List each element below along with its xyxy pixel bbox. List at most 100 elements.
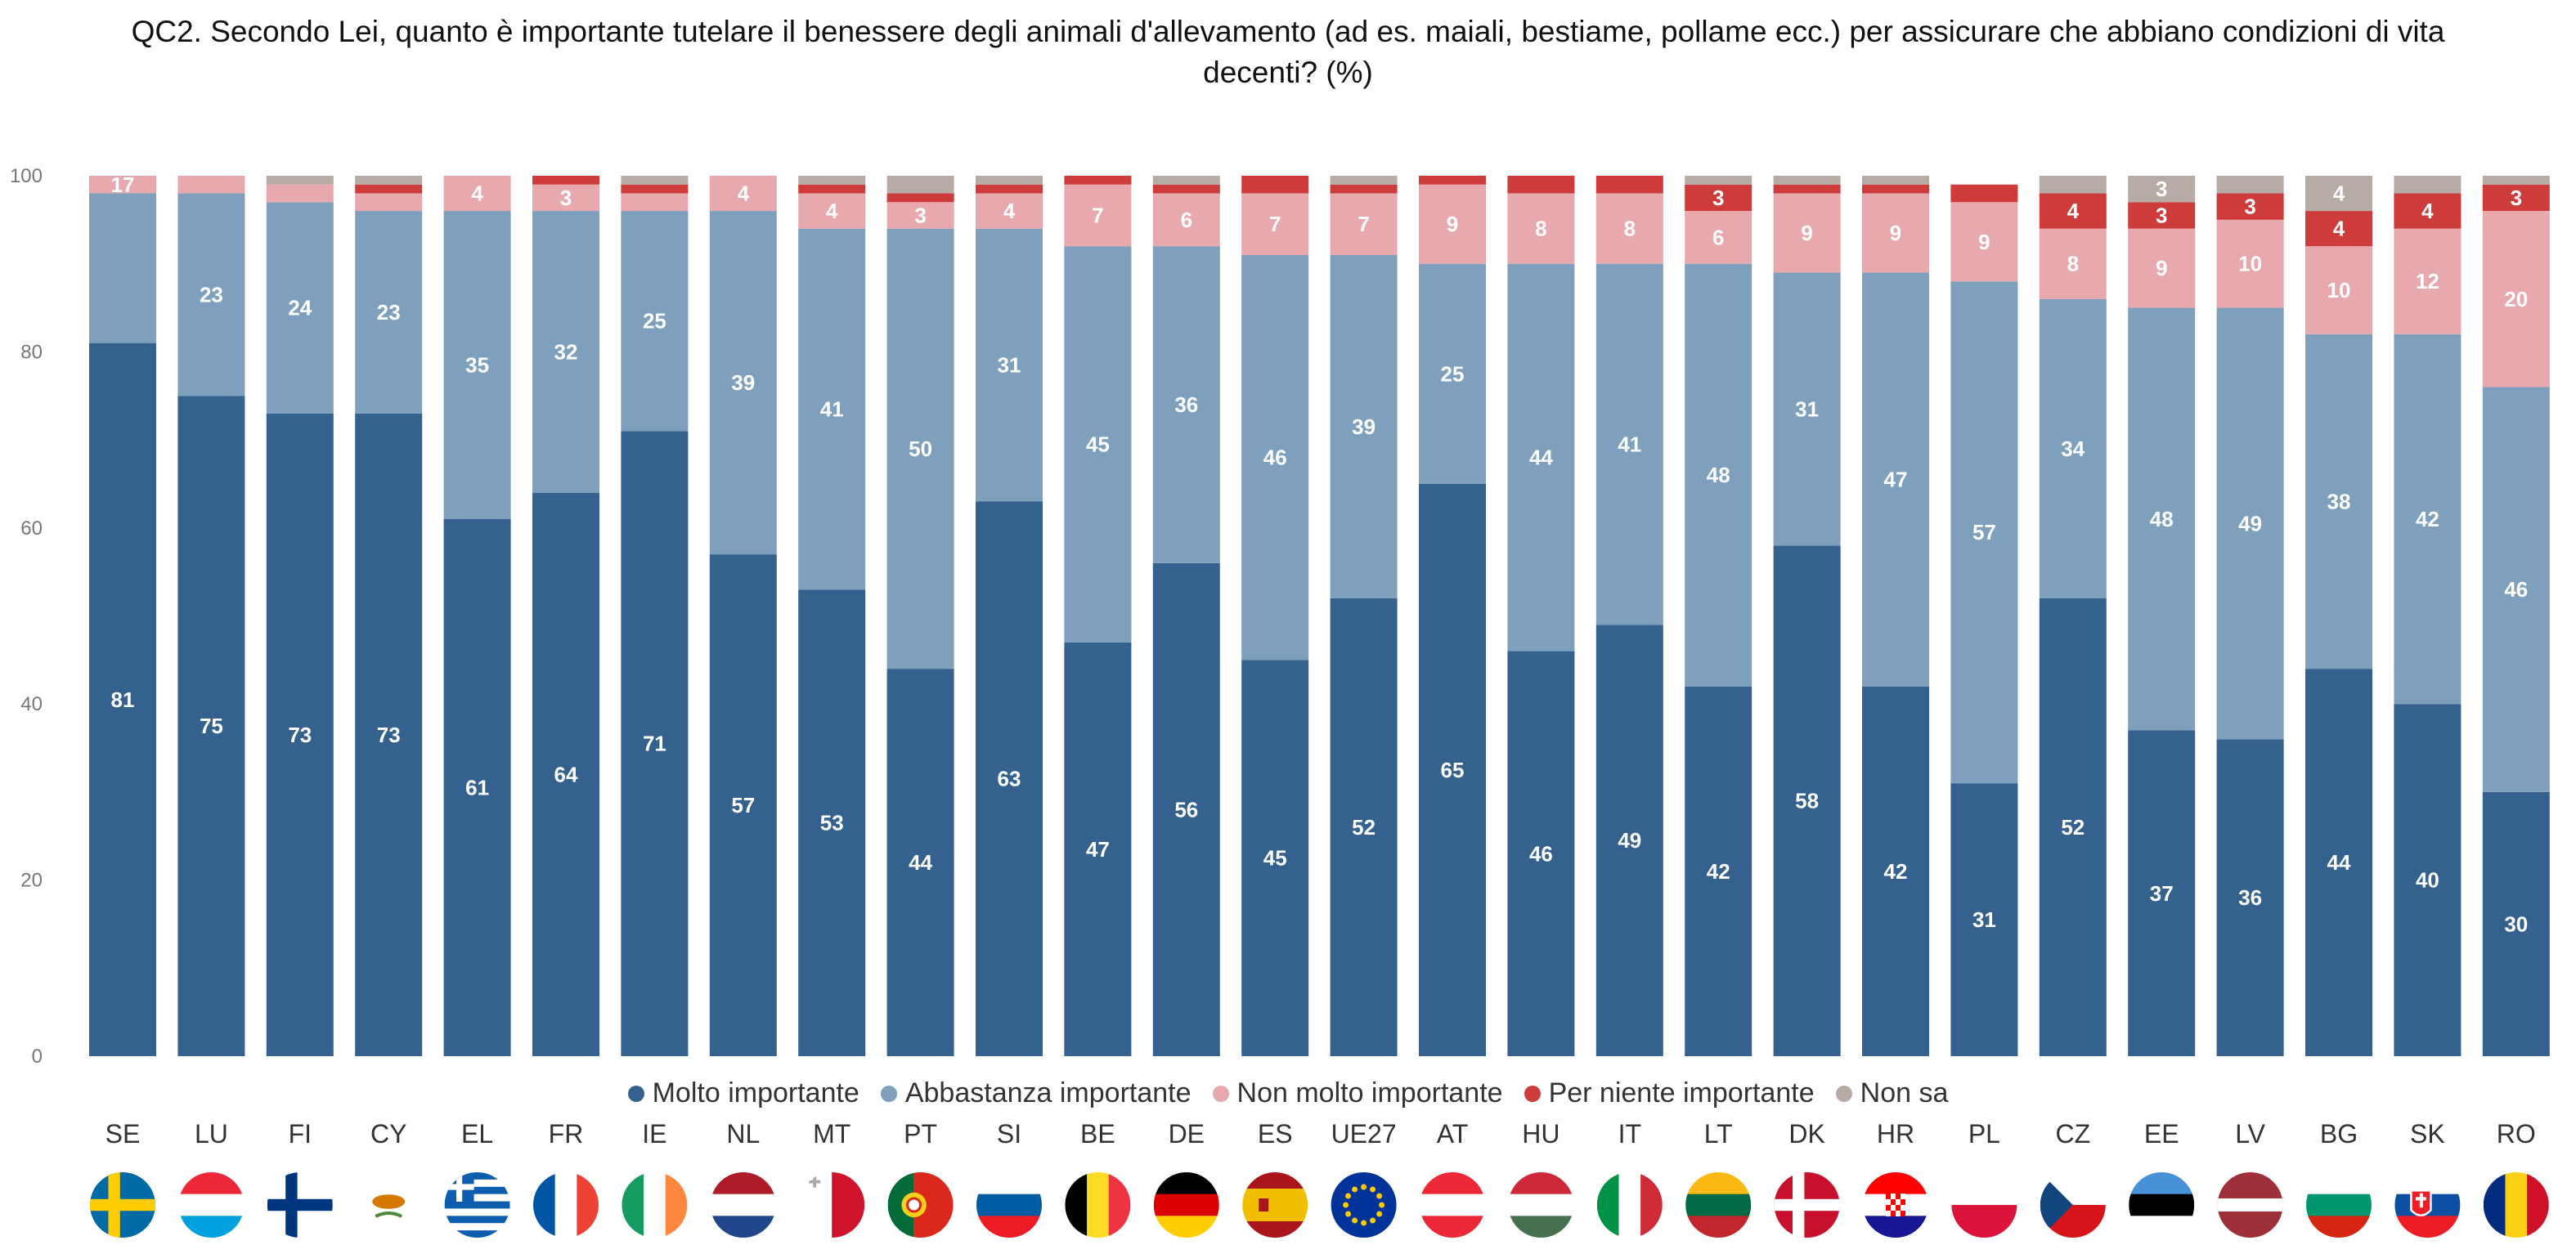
bar-segment bbox=[1330, 193, 1398, 255]
bar-segment bbox=[1685, 686, 1752, 1056]
legend-label: Per niente importante bbox=[1548, 1077, 1815, 1108]
bar-segment bbox=[355, 176, 423, 185]
data-label: 44 bbox=[2327, 850, 2351, 875]
x-tick-label: IT bbox=[1618, 1119, 1641, 1149]
legend-marker bbox=[880, 1085, 897, 1102]
data-label: 9 bbox=[1801, 221, 1812, 245]
legend-marker bbox=[1524, 1085, 1541, 1102]
data-label: 8 bbox=[1624, 217, 1636, 241]
bar-segment bbox=[1773, 272, 1841, 546]
legend-item: Per niente importante bbox=[1524, 1077, 1815, 1109]
x-tick-label: SK bbox=[2410, 1119, 2445, 1149]
data-label: 47 bbox=[1884, 468, 1908, 492]
data-label: 52 bbox=[1352, 815, 1376, 840]
x-tick-label: EL bbox=[461, 1119, 493, 1149]
bar-segment bbox=[1064, 176, 1132, 185]
data-label: 23 bbox=[200, 282, 223, 307]
x-tick-label: LV bbox=[2235, 1119, 2265, 1149]
bar-segment bbox=[1419, 184, 1486, 264]
data-label: 48 bbox=[1707, 463, 1730, 487]
data-label: 42 bbox=[1707, 859, 1730, 884]
data-label: 17 bbox=[111, 172, 135, 197]
data-label: 9 bbox=[1447, 212, 1458, 236]
x-tick-label: HU bbox=[1522, 1119, 1560, 1149]
data-label: 41 bbox=[1618, 432, 1641, 456]
flag-icon bbox=[356, 1172, 422, 1238]
flag-icon bbox=[1596, 1172, 1663, 1238]
data-label: 4 bbox=[1003, 199, 1016, 223]
bar-segment bbox=[1685, 211, 1752, 264]
data-label: 37 bbox=[2150, 881, 2174, 906]
x-tick-label: LT bbox=[1704, 1119, 1733, 1149]
bar-segment bbox=[1950, 783, 2018, 1056]
data-label: 4 bbox=[2067, 199, 2080, 223]
bar-segment bbox=[886, 176, 954, 194]
bar-segment bbox=[2482, 184, 2550, 212]
bar-segment bbox=[2216, 739, 2284, 1056]
data-label: 49 bbox=[2238, 511, 2262, 535]
x-tick-label: IE bbox=[642, 1119, 666, 1149]
bar-segment bbox=[798, 228, 866, 590]
flag-icon bbox=[444, 1172, 510, 1238]
data-label: 4 bbox=[2333, 217, 2345, 241]
bar-segment bbox=[177, 193, 245, 396]
data-label: 24 bbox=[288, 296, 312, 320]
legend-item: Abbastanza importante bbox=[880, 1077, 1192, 1109]
bar-segment bbox=[621, 193, 689, 212]
bar-segment bbox=[532, 176, 599, 185]
bar-segment bbox=[355, 413, 423, 1056]
bar-segment bbox=[1152, 193, 1220, 247]
x-tick-label: PL bbox=[1968, 1119, 2000, 1149]
data-label: 45 bbox=[1086, 432, 1110, 456]
bar-segment bbox=[1950, 281, 2018, 784]
bar-segment bbox=[1507, 176, 1575, 194]
data-label: 53 bbox=[820, 811, 844, 835]
bar-segment bbox=[976, 228, 1043, 502]
bar-segment bbox=[798, 184, 866, 194]
flag-icon bbox=[1242, 1172, 1308, 1238]
data-label: 30 bbox=[2504, 911, 2528, 936]
data-label: 46 bbox=[1263, 446, 1287, 470]
bar-segment bbox=[177, 176, 245, 194]
data-label: 32 bbox=[554, 339, 578, 364]
x-tick-label: BG bbox=[2320, 1119, 2358, 1149]
y-tick-label: 20 bbox=[20, 870, 43, 892]
bar-segment bbox=[1950, 184, 2018, 203]
bar-segment bbox=[2216, 193, 2284, 220]
bar-segment bbox=[1330, 184, 1398, 194]
data-label: 63 bbox=[998, 767, 1021, 791]
flag-icon bbox=[2306, 1172, 2372, 1238]
data-label: 42 bbox=[2416, 507, 2439, 531]
data-label: 31 bbox=[1972, 907, 1996, 932]
x-tick-label: AT bbox=[1437, 1119, 1469, 1149]
data-label: 3 bbox=[560, 186, 572, 210]
bar-segment bbox=[1419, 176, 1486, 185]
bar-segment bbox=[2482, 387, 2550, 792]
legend-item: Molto importante bbox=[627, 1077, 859, 1109]
data-label: 10 bbox=[2327, 278, 2351, 302]
flag-icon bbox=[267, 1172, 333, 1238]
bar-segment bbox=[1241, 254, 1309, 661]
bar-segment bbox=[1152, 176, 1220, 185]
bar-segment bbox=[89, 343, 156, 1056]
bar-segment bbox=[2482, 176, 2550, 185]
data-label: 9 bbox=[1890, 221, 1901, 245]
x-tick-label: PT bbox=[904, 1119, 937, 1149]
bar-segment bbox=[1330, 598, 1398, 1056]
data-label: 71 bbox=[643, 732, 666, 756]
data-label: 3 bbox=[1712, 186, 1724, 210]
bar-segment bbox=[443, 211, 511, 520]
bar-segment bbox=[1507, 651, 1575, 1056]
flag-icon bbox=[90, 1172, 155, 1238]
y-tick-label: 40 bbox=[20, 693, 43, 715]
flag-icon bbox=[887, 1172, 954, 1238]
bar-segment bbox=[2039, 228, 2107, 299]
data-label: 31 bbox=[998, 353, 1021, 378]
data-label: 46 bbox=[2504, 577, 2528, 602]
bar-segment bbox=[2039, 298, 2107, 598]
bar-segment bbox=[2482, 211, 2550, 387]
data-label: 42 bbox=[1884, 859, 1908, 884]
x-tick-label: DE bbox=[1169, 1119, 1205, 1149]
bar-segment bbox=[621, 184, 689, 194]
data-label: 25 bbox=[643, 309, 666, 334]
